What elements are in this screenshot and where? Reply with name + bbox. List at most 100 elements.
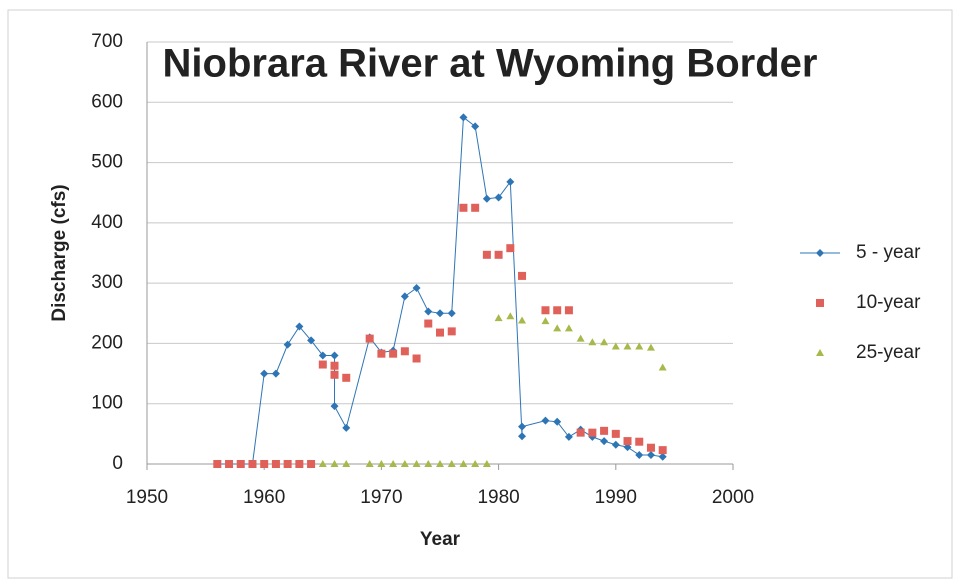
marker [564,432,573,441]
marker [213,460,222,468]
y-tick-label: 0 [112,453,123,474]
marker [330,361,339,370]
y-tick-label: 300 [91,272,123,293]
marker [518,432,527,441]
x-tick-label: 2000 [712,487,754,508]
marker [600,426,609,435]
marker [635,437,644,446]
marker [318,351,327,360]
marker [248,460,257,468]
marker [365,460,374,467]
marker [318,360,327,369]
marker [506,177,515,186]
y-tick-label: 700 [91,31,123,52]
marker [541,416,550,425]
marker [541,317,550,325]
marker [342,460,351,467]
marker [635,342,644,350]
marker [623,342,632,350]
marker [412,354,421,363]
y-tick-label: 100 [91,393,123,414]
marker [658,452,667,461]
legend-label: 5 - year [856,242,921,263]
marker [447,309,456,318]
marker [553,324,562,332]
marker [494,193,503,202]
x-axis-label: Year [420,529,461,550]
marker [412,283,421,292]
marker [611,429,620,438]
marker [518,316,527,324]
marker [635,450,644,459]
marker [389,349,398,358]
marker [260,369,269,378]
marker [225,460,234,468]
marker [494,314,503,322]
marker [588,428,597,437]
marker [377,349,386,358]
marker [436,328,444,337]
marker [506,312,515,320]
marker [482,250,491,259]
marker [342,373,351,382]
marker [646,450,655,459]
marker [424,319,433,328]
marker [564,306,573,315]
legend-label: 25-year [856,342,921,363]
marker [494,250,503,259]
marker [611,440,620,449]
marker [564,324,573,332]
marker [471,203,480,212]
legend-marker [816,249,824,257]
marker [482,194,491,203]
marker [330,351,339,360]
marker [389,460,398,467]
marker [447,327,456,336]
marker [330,402,339,411]
marker [295,460,304,468]
marker [260,460,269,468]
marker [600,338,609,346]
marker [412,460,421,467]
marker [611,342,620,350]
marker [436,309,444,318]
x-tick-label: 1990 [595,487,637,508]
chart-frame [7,9,953,579]
marker [424,460,433,467]
y-axis-label: Discharge (cfs) [49,184,70,321]
marker [471,460,480,467]
marker [576,334,585,342]
marker [600,437,609,446]
marker [541,306,550,315]
marker [271,460,280,468]
marker [576,428,585,437]
marker [400,460,409,467]
marker [471,122,480,131]
marker [400,292,409,301]
chart-title: Niobrara River at Wyoming Border [163,42,818,86]
marker [459,460,468,467]
marker [318,460,327,467]
marker [658,446,667,455]
y-tick-label: 600 [91,91,123,112]
marker [271,369,280,378]
legend-marker [816,349,824,356]
marker [377,460,386,467]
marker [365,334,374,343]
marker [447,460,456,467]
x-tick-label: 1970 [360,487,402,508]
legend-label: 10-year [856,292,921,313]
marker [518,271,527,280]
marker [236,460,245,468]
marker [623,443,632,452]
y-tick-label: 200 [91,332,123,353]
x-tick-label: 1950 [126,487,168,508]
marker [330,460,339,467]
marker [553,306,562,315]
y-tick-label: 500 [91,152,123,173]
marker [400,347,409,356]
marker [424,307,433,316]
marker [623,437,632,446]
marker [658,363,667,371]
